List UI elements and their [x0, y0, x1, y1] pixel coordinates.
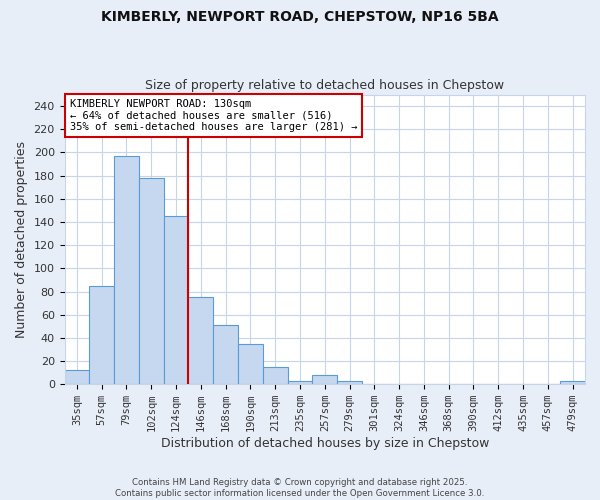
Text: KIMBERLY, NEWPORT ROAD, CHEPSTOW, NP16 5BA: KIMBERLY, NEWPORT ROAD, CHEPSTOW, NP16 5… — [101, 10, 499, 24]
Bar — [313, 375, 337, 384]
Bar — [263, 367, 287, 384]
Bar — [188, 298, 213, 384]
Y-axis label: Number of detached properties: Number of detached properties — [15, 141, 28, 338]
Text: Contains HM Land Registry data © Crown copyright and database right 2025.
Contai: Contains HM Land Registry data © Crown c… — [115, 478, 485, 498]
Bar — [89, 286, 114, 384]
Bar — [337, 380, 362, 384]
Bar — [164, 216, 188, 384]
Bar — [114, 156, 139, 384]
Bar — [238, 344, 263, 384]
Bar — [287, 380, 313, 384]
Bar — [560, 380, 585, 384]
Bar — [213, 325, 238, 384]
Title: Size of property relative to detached houses in Chepstow: Size of property relative to detached ho… — [145, 79, 505, 92]
Bar — [65, 370, 89, 384]
X-axis label: Distribution of detached houses by size in Chepstow: Distribution of detached houses by size … — [161, 437, 489, 450]
Bar — [139, 178, 164, 384]
Text: KIMBERLY NEWPORT ROAD: 130sqm
← 64% of detached houses are smaller (516)
35% of : KIMBERLY NEWPORT ROAD: 130sqm ← 64% of d… — [70, 99, 357, 132]
